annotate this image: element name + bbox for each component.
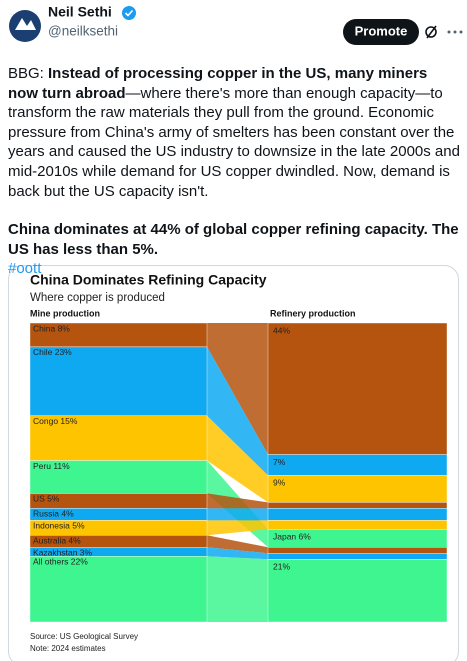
mine-label: Indonesia 5% (33, 521, 85, 531)
date-note: Note: 2024 estimates (30, 644, 106, 653)
promote-button[interactable] (343, 19, 419, 45)
refinery-label: 21% (273, 561, 290, 571)
chart-title: China Dominates Refining Capacity (30, 272, 267, 288)
mine-label: Congo 15% (33, 416, 78, 426)
mine-segment (29, 415, 208, 461)
flow (207, 323, 268, 455)
grok-icon-slash (426, 25, 437, 39)
flow (207, 493, 268, 509)
mine-label: Chile 23% (33, 347, 72, 357)
text-run: Instead of processing copper in the US, … (8, 65, 428, 102)
mine-segment (29, 346, 208, 416)
mine-label: Kazakhstan 3% (33, 548, 93, 558)
author-handle[interactable]: @neilksethi (48, 24, 118, 39)
refinery-segment (267, 547, 448, 554)
column-header: Mine production (30, 308, 100, 318)
refinery-label: 7% (273, 457, 286, 467)
column-header: Refinery production (270, 308, 356, 318)
text-run: China dominates at 44% of global copper … (8, 221, 459, 258)
paragraph: China dominates at 44% of global copper … (8, 220, 460, 279)
mine-label: All others 22% (33, 556, 88, 566)
refinery-label: 9% (273, 478, 286, 488)
hashtag[interactable]: #oott (8, 260, 42, 278)
flow (207, 415, 268, 503)
mine-label: Australia 4% (33, 536, 81, 546)
mine-label: US 5% (33, 494, 60, 504)
refinery-segment (267, 508, 448, 521)
more-dot[interactable] (453, 30, 457, 34)
mine-label: China 8% (33, 323, 70, 333)
refinery-segment (267, 559, 448, 623)
flow (207, 508, 268, 521)
chart: China Dominates Refining Capacity Where … (29, 272, 448, 653)
paragraph: BBG: Instead of processing copper in the… (8, 64, 460, 201)
more-dot[interactable] (459, 30, 463, 34)
refinery-segment (267, 322, 448, 455)
verified-badge (122, 6, 136, 20)
verified-check (124, 9, 134, 17)
avatar-logo (15, 18, 36, 30)
mine-label: Russia 4% (33, 509, 74, 519)
flow (207, 346, 268, 476)
mine-label: Peru 11% (33, 461, 70, 471)
refinery-segment (267, 502, 448, 509)
more-dot[interactable] (447, 30, 451, 34)
flow (207, 556, 268, 622)
refinery-segment (267, 454, 448, 476)
mine-segment (29, 460, 208, 494)
mine-segment (29, 556, 208, 623)
refinery-segment (267, 475, 448, 503)
chart-subtitle: Where copper is produced (30, 292, 165, 304)
refinery-segment (267, 553, 448, 560)
tweet-text: BBG: Instead of processing copper in the… (8, 64, 460, 279)
grok-icon[interactable] (425, 26, 437, 38)
refinery-label: 44% (273, 325, 290, 335)
text-run: —where there's more than enough capacity… (8, 84, 460, 200)
text-run: BBG: (8, 65, 49, 82)
flow (207, 547, 268, 560)
refinery-label: Japan 6% (273, 532, 311, 542)
refinery-segment (267, 520, 448, 530)
promote-label: Promote (355, 23, 408, 38)
flow (207, 520, 268, 536)
author-name[interactable]: Neil Sethi (48, 4, 112, 20)
source-note: Source: US Geological Survey (30, 632, 138, 641)
